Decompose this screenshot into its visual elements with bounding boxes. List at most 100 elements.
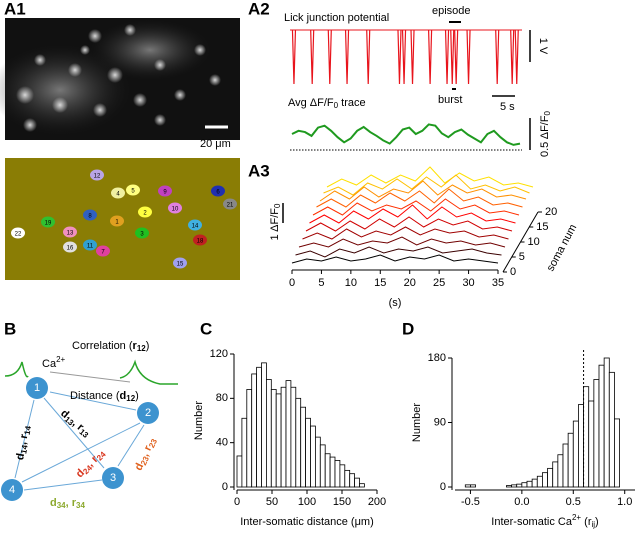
lick-spike <box>495 29 500 85</box>
diagram-label: Distance (d12) <box>70 390 139 403</box>
roi-label: 1 <box>115 220 119 226</box>
lick-spike <box>397 29 402 85</box>
lick-spike <box>310 29 315 85</box>
trace-line <box>319 180 527 202</box>
roi <box>41 216 55 228</box>
bar <box>270 389 277 488</box>
bar <box>261 362 267 488</box>
bar <box>547 467 554 488</box>
trace-line <box>298 236 506 248</box>
roi-label: 18 <box>197 239 204 245</box>
x-tick-label: 25 <box>433 277 445 289</box>
bar <box>521 482 528 488</box>
x-tick-label: 0 <box>234 496 240 508</box>
roi <box>63 226 77 238</box>
bar <box>359 483 365 488</box>
y-tick-label: 90 <box>434 416 446 428</box>
x-axis-label: Inter-somatic distance (μm) <box>240 516 373 528</box>
roi <box>63 241 77 253</box>
bar <box>290 386 297 488</box>
bar <box>246 389 253 488</box>
panel-label: D <box>402 319 414 338</box>
bar <box>506 485 512 488</box>
x-tick-label: 0 <box>289 277 295 289</box>
bar <box>324 453 331 488</box>
roi-label: 9 <box>163 190 167 196</box>
panel-label: A1 <box>4 0 26 18</box>
bar <box>251 373 257 488</box>
microscopy-image <box>0 18 240 140</box>
lick-spike <box>510 29 515 85</box>
roi-label: 2 <box>143 211 147 217</box>
scale-bar-label: 1 V <box>537 38 549 55</box>
y-tick-label: 120 <box>210 348 228 360</box>
x-tick-label: 5 <box>318 277 324 289</box>
trace-line <box>302 226 509 240</box>
bar <box>295 397 302 488</box>
bar <box>310 425 316 488</box>
trace-line <box>312 198 520 216</box>
bar <box>236 455 243 488</box>
roi <box>168 202 182 214</box>
bar <box>598 364 605 488</box>
y-tick-label: 40 <box>216 437 228 449</box>
trace-line <box>309 204 516 224</box>
roi-label: 6 <box>216 190 220 196</box>
trace-line <box>305 216 513 232</box>
bar <box>516 483 523 488</box>
bar <box>583 386 590 488</box>
diagram-label: Ca2+ <box>42 355 66 370</box>
trace-line <box>291 254 499 264</box>
roi-label: 22 <box>15 232 22 238</box>
diagram-label: d13, r13 <box>57 407 93 440</box>
panel-label: A3 <box>248 161 270 180</box>
panel-label: A2 <box>248 0 270 18</box>
roi-label: 10 <box>172 207 179 213</box>
lick-spike <box>450 29 455 85</box>
node-label: 1 <box>34 382 40 394</box>
x-tick-label: 200 <box>368 496 386 508</box>
x-axis-label: Inter-somatic Ca2+ (rij) <box>491 513 598 529</box>
diagram-label: Correlation (r12) <box>72 340 149 353</box>
x-tick-label: 100 <box>298 496 316 508</box>
bar <box>614 418 620 488</box>
lick-spike <box>291 29 297 85</box>
bar <box>557 454 564 488</box>
lick-spike <box>344 29 350 85</box>
roi-label: 12 <box>94 174 101 180</box>
bar <box>603 357 610 488</box>
panel-label: B <box>4 319 16 338</box>
scale-bar-label: 5 s <box>500 101 515 113</box>
bar <box>305 417 311 488</box>
z-tick-label: 15 <box>536 221 548 233</box>
node-label: 4 <box>9 484 15 496</box>
node-label: 2 <box>145 407 151 419</box>
roi <box>173 257 187 269</box>
bar <box>608 371 615 488</box>
trace-line <box>291 123 521 146</box>
roi <box>138 206 152 218</box>
roi <box>96 245 110 257</box>
burst-label: burst <box>438 94 462 106</box>
scale-bar-label: 20 μm <box>200 138 231 150</box>
bar <box>511 484 518 488</box>
bar <box>464 484 471 488</box>
trace-label: Avg ΔF/F0 trace <box>288 97 366 110</box>
lick-spike <box>454 29 459 85</box>
roi-label: 14 <box>192 224 199 230</box>
lick-spike <box>401 29 407 85</box>
diagram-label: d14, r14 <box>14 424 33 461</box>
roi-label: 5 <box>131 189 135 195</box>
roi <box>90 169 104 181</box>
z-tick-label: 20 <box>545 206 557 218</box>
bar <box>572 420 579 488</box>
roi <box>188 219 202 231</box>
bar <box>334 459 341 488</box>
x-tick-label: 50 <box>266 496 278 508</box>
bar <box>588 400 595 488</box>
x-tick-label: 10 <box>345 277 357 289</box>
bar <box>567 432 574 488</box>
bar <box>562 443 569 488</box>
roi <box>110 215 124 227</box>
